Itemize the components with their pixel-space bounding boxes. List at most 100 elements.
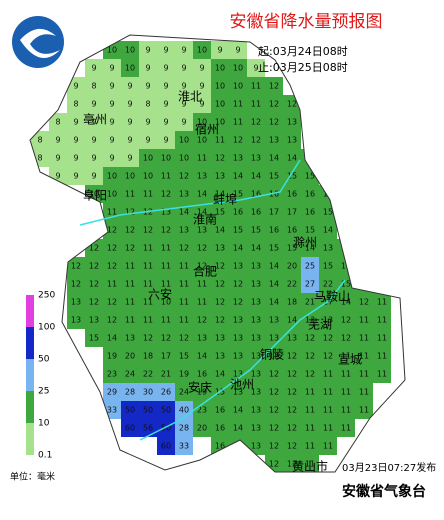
grid-value: 13 bbox=[287, 136, 297, 145]
grid-value: 10 bbox=[125, 46, 135, 55]
grid-value: 8 bbox=[91, 82, 96, 91]
grid-value: 12 bbox=[287, 100, 297, 109]
grid-value: 11 bbox=[305, 388, 315, 397]
grid-value: 9 bbox=[73, 154, 78, 163]
grid-value: 12 bbox=[89, 262, 99, 271]
cell bbox=[301, 293, 319, 311]
cell bbox=[265, 401, 283, 419]
cell bbox=[355, 401, 373, 419]
cell bbox=[121, 257, 139, 275]
cell bbox=[319, 347, 337, 365]
grid-value: 14 bbox=[341, 298, 351, 307]
grid-value: 19 bbox=[179, 370, 189, 379]
legend-label: 100 bbox=[38, 323, 55, 333]
grid-value: 11 bbox=[125, 190, 135, 199]
grid-value: 12 bbox=[215, 262, 225, 271]
grid-value: 11 bbox=[377, 352, 387, 361]
cell bbox=[193, 329, 211, 347]
grid-value: 11 bbox=[215, 136, 225, 145]
cell bbox=[85, 275, 103, 293]
cell bbox=[157, 149, 175, 167]
cell bbox=[337, 347, 355, 365]
cell bbox=[265, 77, 283, 95]
cell bbox=[157, 113, 175, 131]
grid-value: 12 bbox=[197, 244, 207, 253]
cell bbox=[121, 383, 139, 401]
cell bbox=[157, 311, 175, 329]
grid-value: 12 bbox=[305, 352, 315, 361]
grid-value: 14 bbox=[269, 280, 279, 289]
grid-value: 11 bbox=[125, 316, 135, 325]
cell bbox=[139, 275, 157, 293]
grid-value: 12 bbox=[323, 334, 333, 343]
cell bbox=[175, 77, 193, 95]
cell bbox=[211, 329, 229, 347]
grid-value: 11 bbox=[251, 82, 261, 91]
cell bbox=[121, 185, 139, 203]
cell bbox=[229, 347, 247, 365]
grid-value: 27 bbox=[305, 280, 315, 289]
grid-value: 12 bbox=[197, 316, 207, 325]
grid-value: 9 bbox=[109, 154, 114, 163]
cell bbox=[301, 347, 319, 365]
legend-swatch bbox=[26, 295, 34, 327]
grid-value: 15 bbox=[233, 190, 243, 199]
grid-value: 16 bbox=[197, 370, 207, 379]
city-label: 亳州 bbox=[83, 112, 107, 127]
cell bbox=[355, 329, 373, 347]
grid-value: 15 bbox=[287, 172, 297, 181]
cell bbox=[175, 95, 193, 113]
cell bbox=[265, 239, 283, 257]
grid-value: 10 bbox=[179, 136, 189, 145]
cell bbox=[85, 113, 103, 131]
agency: 安徽省气象台 bbox=[342, 483, 426, 500]
cell bbox=[211, 257, 229, 275]
grid-value: 10 bbox=[89, 190, 99, 199]
grid-value: 29 bbox=[107, 388, 117, 397]
grid-value: 13 bbox=[71, 316, 81, 325]
grid-value: 11 bbox=[179, 298, 189, 307]
cell bbox=[211, 77, 229, 95]
grid-value: 12 bbox=[215, 298, 225, 307]
cell bbox=[175, 347, 193, 365]
cell bbox=[229, 311, 247, 329]
grid-value: 16 bbox=[215, 424, 225, 433]
legend-swatch bbox=[26, 423, 34, 455]
grid-value: 11 bbox=[233, 118, 243, 127]
cell bbox=[31, 131, 49, 149]
grid-value: 12 bbox=[323, 352, 333, 361]
grid-value: 13 bbox=[179, 226, 189, 235]
cell bbox=[103, 257, 121, 275]
grid-value: 9 bbox=[109, 100, 114, 109]
cell bbox=[139, 347, 157, 365]
cell bbox=[49, 113, 67, 131]
cell bbox=[229, 221, 247, 239]
grid-value: 13 bbox=[251, 370, 261, 379]
cell bbox=[121, 293, 139, 311]
cell bbox=[211, 185, 229, 203]
cell bbox=[229, 77, 247, 95]
grid-value: 14 bbox=[215, 370, 225, 379]
cell bbox=[85, 329, 103, 347]
cell bbox=[229, 95, 247, 113]
cell bbox=[139, 95, 157, 113]
cell bbox=[265, 185, 283, 203]
cell bbox=[175, 257, 193, 275]
cell bbox=[301, 419, 319, 437]
cell bbox=[157, 95, 175, 113]
grid-value: 11 bbox=[143, 280, 153, 289]
grid-value: 12 bbox=[89, 244, 99, 253]
grid-value: 10 bbox=[215, 82, 225, 91]
grid-value: 12 bbox=[125, 226, 135, 235]
grid-value: 12 bbox=[287, 370, 297, 379]
cell bbox=[193, 203, 211, 221]
grid-value: 12 bbox=[287, 352, 297, 361]
cell bbox=[103, 185, 121, 203]
grid-value: 12 bbox=[71, 262, 81, 271]
cell bbox=[211, 59, 229, 77]
grid-value: 19 bbox=[197, 388, 207, 397]
cell bbox=[67, 293, 85, 311]
grid-value: 13 bbox=[251, 334, 261, 343]
grid-value: 10 bbox=[233, 64, 243, 73]
cell bbox=[355, 311, 373, 329]
